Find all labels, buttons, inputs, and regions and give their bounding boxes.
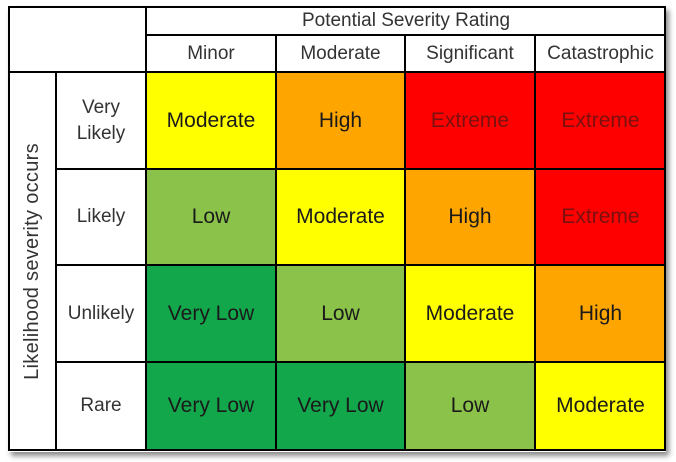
risk-cell: Low bbox=[405, 362, 535, 450]
risk-cell: Moderate bbox=[276, 169, 405, 265]
row-label-very-likely: Very Likely bbox=[56, 72, 146, 169]
risk-cell: Moderate bbox=[535, 362, 666, 450]
risk-cell: Low bbox=[146, 169, 276, 265]
grid-line bbox=[275, 34, 277, 451]
grid-line bbox=[8, 449, 666, 451]
row-label-unlikely: Unlikely bbox=[67, 302, 135, 324]
column-header-catastrophic: Catastrophic bbox=[547, 42, 654, 64]
risk-cell: Extreme bbox=[405, 72, 535, 169]
grid-line bbox=[8, 71, 666, 73]
grid-line bbox=[664, 6, 666, 451]
row-label-line: Very bbox=[81, 96, 121, 118]
column-header-significant: Significant bbox=[426, 42, 514, 64]
grid-line bbox=[534, 34, 536, 451]
risk-cell: Very Low bbox=[276, 362, 405, 450]
risk-cell: High bbox=[535, 265, 666, 362]
grid-line bbox=[8, 6, 666, 8]
likelihood-axis-text: Likelihood severity occurs bbox=[20, 142, 43, 380]
risk-cell: Very Low bbox=[146, 265, 276, 362]
risk-cell: Low bbox=[276, 265, 405, 362]
grid-line bbox=[145, 6, 147, 451]
column-header-minor: Minor bbox=[187, 42, 235, 64]
grid-line bbox=[404, 34, 406, 451]
grid-line bbox=[56, 168, 666, 170]
row-label-rare: Rare bbox=[80, 395, 122, 416]
risk-cell: Moderate bbox=[405, 265, 535, 362]
grid-line bbox=[8, 6, 10, 451]
grid-line bbox=[146, 34, 666, 36]
column-header-moderate: Moderate bbox=[300, 42, 381, 64]
row-label-line: Likely bbox=[76, 122, 126, 144]
risk-cell: High bbox=[405, 169, 535, 265]
grid-line bbox=[56, 361, 666, 363]
risk-cell: Extreme bbox=[535, 169, 666, 265]
grid-line bbox=[56, 264, 666, 266]
risk-cell: Very Low bbox=[146, 362, 276, 450]
grid-line bbox=[55, 71, 57, 451]
risk-cell: High bbox=[276, 72, 405, 169]
row-label-likely: Likely bbox=[76, 206, 126, 227]
matrix-title: Potential Severity Rating bbox=[301, 9, 511, 31]
risk-cell: Extreme bbox=[535, 72, 666, 169]
risk-cell: Moderate bbox=[146, 72, 276, 169]
likelihood-axis-label: Likelihood severity occurs bbox=[8, 72, 56, 450]
